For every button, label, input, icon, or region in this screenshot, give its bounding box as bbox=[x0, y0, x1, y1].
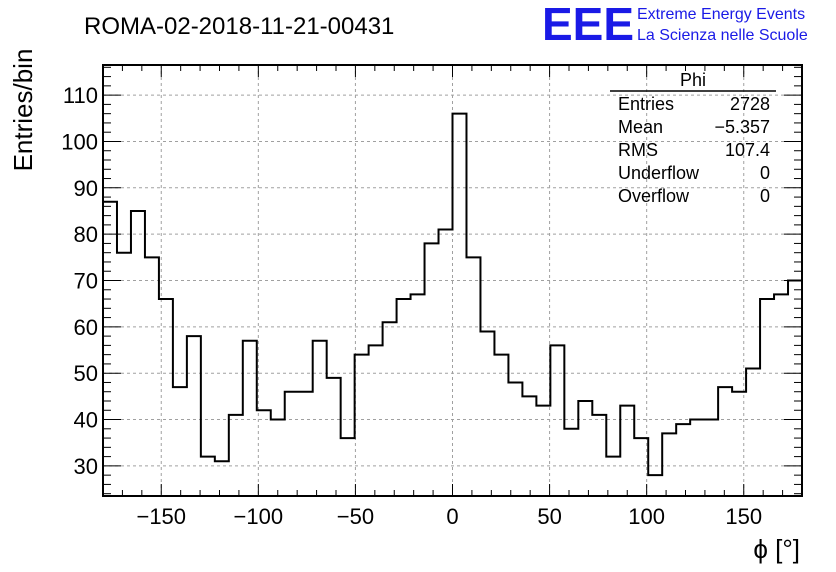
stats-label: Mean bbox=[618, 117, 663, 137]
x-tick-label: −50 bbox=[337, 504, 374, 529]
y-tick-label: 110 bbox=[63, 83, 98, 108]
stats-value: 2728 bbox=[730, 94, 770, 114]
plot-frame bbox=[102, 64, 803, 497]
logo-line-2: La Scienza nelle Scuole bbox=[637, 27, 808, 44]
y-tick-label: 80 bbox=[74, 222, 98, 247]
stats-rows: Entries 2728 Mean −5.357 RMS 107.4 Underflow 0 O… bbox=[618, 94, 770, 206]
stats-label: RMS bbox=[618, 140, 658, 160]
x-tick-label: 150 bbox=[725, 504, 762, 529]
stats-value: 0 bbox=[760, 186, 770, 206]
stats-box: Phi Entries 2728 Mean −5.357 RMS 107.4 Underfl… bbox=[610, 70, 776, 206]
stats-label: Overflow bbox=[618, 186, 690, 206]
y-tick-label: 70 bbox=[74, 269, 98, 294]
logo-line-1: Extreme Energy Events bbox=[637, 6, 805, 23]
stats-value: 0 bbox=[760, 163, 770, 183]
x-tick-label: 0 bbox=[446, 504, 458, 529]
stats-name: Phi bbox=[680, 70, 706, 90]
y-tick-label: 90 bbox=[74, 176, 98, 201]
eee-logo: EEE Extreme Energy Events La Scienza nel… bbox=[542, 0, 808, 50]
histogram-outline bbox=[103, 112, 802, 477]
stats-label: Entries bbox=[618, 94, 674, 114]
x-axis-title: ϕ [°] bbox=[753, 534, 800, 564]
y-tick-label: 100 bbox=[61, 129, 98, 154]
stats-value: −5.357 bbox=[714, 117, 770, 137]
x-tick-label: 100 bbox=[628, 504, 665, 529]
x-tick-label: −150 bbox=[136, 504, 186, 529]
grid-lines bbox=[103, 65, 802, 496]
y-tick-label: 30 bbox=[74, 454, 98, 479]
y-tick-label: 60 bbox=[74, 315, 98, 340]
logo-text: EEE bbox=[542, 0, 634, 50]
chart-title: ROMA-02-2018-11-21-00431 bbox=[84, 13, 394, 40]
stats-label: Underflow bbox=[618, 163, 700, 183]
y-tick-label: 50 bbox=[74, 361, 98, 386]
x-tick-label: −100 bbox=[234, 504, 284, 529]
axis-ticks bbox=[103, 65, 802, 496]
x-tick-label: 50 bbox=[537, 504, 561, 529]
tick-labels: −150 −100 −50 0 50 100 150 30 40 50 60 70 80 90 100 110 bbox=[61, 83, 762, 529]
y-axis-title: Entries/bin bbox=[8, 49, 38, 172]
y-tick-label: 40 bbox=[74, 408, 98, 433]
stats-value: 107.4 bbox=[725, 140, 770, 160]
